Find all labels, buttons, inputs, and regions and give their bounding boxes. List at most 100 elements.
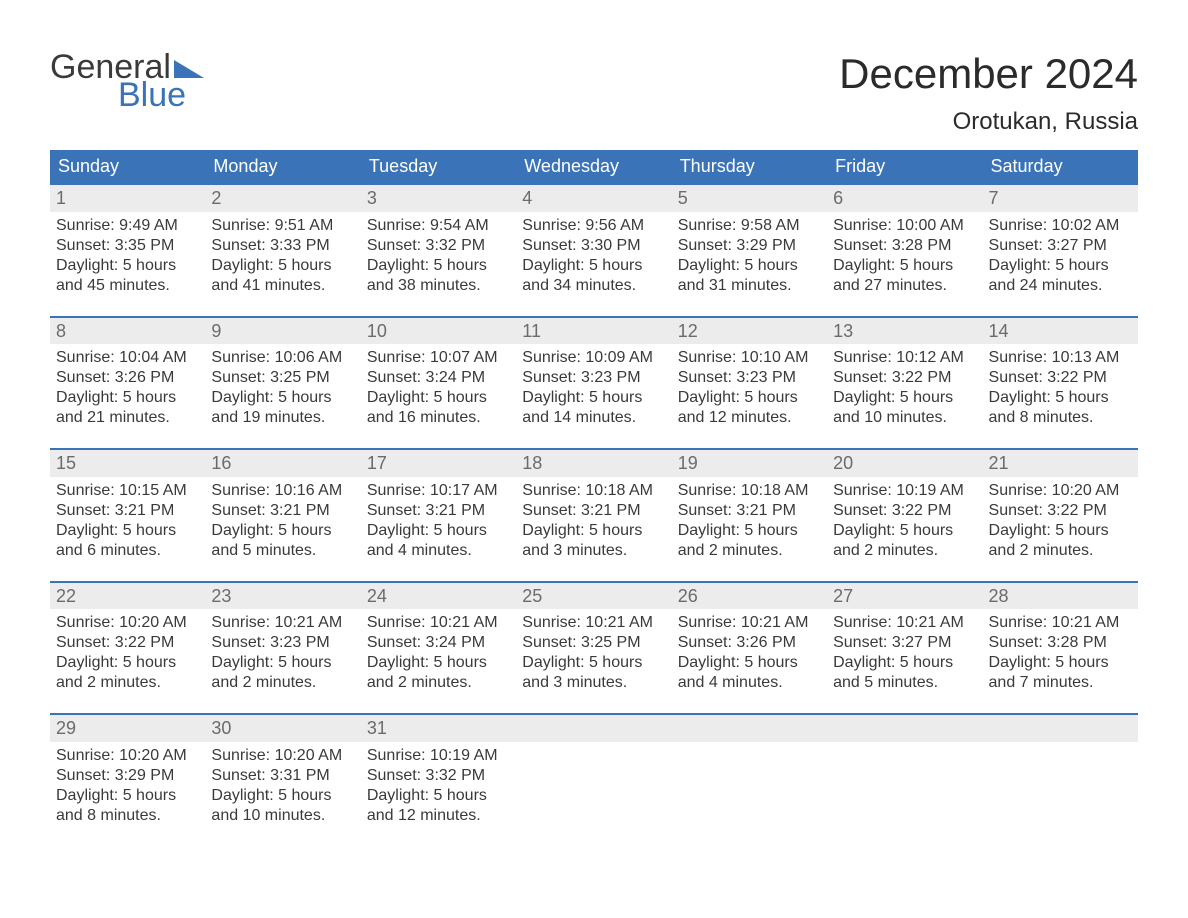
sunset-line: Sunset: 3:24 PM xyxy=(367,368,510,388)
calendar-week: 22Sunrise: 10:20 AMSunset: 3:22 PMDaylig… xyxy=(50,581,1138,700)
sunset-line: Sunset: 3:21 PM xyxy=(211,501,354,521)
day-cell: 26Sunrise: 10:21 AMSunset: 3:26 PMDaylig… xyxy=(672,583,827,700)
sunrise-line: Sunrise: 10:16 AM xyxy=(211,481,354,501)
day-number: 5 xyxy=(672,185,827,212)
daylight-line: Daylight: 5 hours and 4 minutes. xyxy=(678,653,821,693)
day-number: 27 xyxy=(827,583,982,610)
weekday-header: Tuesday xyxy=(361,150,516,183)
sunset-line: Sunset: 3:35 PM xyxy=(56,236,199,256)
sunrise-line: Sunrise: 10:13 AM xyxy=(989,348,1132,368)
daylight-line: Daylight: 5 hours and 14 minutes. xyxy=(522,388,665,428)
daylight-line: Daylight: 5 hours and 2 minutes. xyxy=(367,653,510,693)
day-cell xyxy=(516,715,671,832)
sunset-line: Sunset: 3:22 PM xyxy=(989,501,1132,521)
daylight-line: Daylight: 5 hours and 12 minutes. xyxy=(678,388,821,428)
sunset-line: Sunset: 3:21 PM xyxy=(56,501,199,521)
day-cell: 30Sunrise: 10:20 AMSunset: 3:31 PMDaylig… xyxy=(205,715,360,832)
sunrise-line: Sunrise: 10:00 AM xyxy=(833,216,976,236)
sunrise-line: Sunrise: 9:58 AM xyxy=(678,216,821,236)
calendar: SundayMondayTuesdayWednesdayThursdayFrid… xyxy=(50,150,1138,832)
sunset-line: Sunset: 3:25 PM xyxy=(522,633,665,653)
day-number: 14 xyxy=(983,318,1138,345)
sunset-line: Sunset: 3:26 PM xyxy=(56,368,199,388)
day-cell xyxy=(827,715,982,832)
day-cell: 15Sunrise: 10:15 AMSunset: 3:21 PMDaylig… xyxy=(50,450,205,567)
weekday-header-row: SundayMondayTuesdayWednesdayThursdayFrid… xyxy=(50,150,1138,183)
daylight-line: Daylight: 5 hours and 31 minutes. xyxy=(678,256,821,296)
day-cell: 10Sunrise: 10:07 AMSunset: 3:24 PMDaylig… xyxy=(361,318,516,435)
sunrise-line: Sunrise: 10:20 AM xyxy=(989,481,1132,501)
title-block: December 2024 Orotukan, Russia xyxy=(839,50,1138,136)
day-cell: 6Sunrise: 10:00 AMSunset: 3:28 PMDayligh… xyxy=(827,185,982,302)
daylight-line: Daylight: 5 hours and 4 minutes. xyxy=(367,521,510,561)
day-cell: 17Sunrise: 10:17 AMSunset: 3:21 PMDaylig… xyxy=(361,450,516,567)
sunset-line: Sunset: 3:21 PM xyxy=(678,501,821,521)
daylight-line: Daylight: 5 hours and 2 minutes. xyxy=(678,521,821,561)
sunset-line: Sunset: 3:27 PM xyxy=(989,236,1132,256)
sunset-line: Sunset: 3:23 PM xyxy=(211,633,354,653)
day-cell xyxy=(672,715,827,832)
day-cell: 3Sunrise: 9:54 AMSunset: 3:32 PMDaylight… xyxy=(361,185,516,302)
sunrise-line: Sunrise: 9:51 AM xyxy=(211,216,354,236)
weekday-header: Sunday xyxy=(50,150,205,183)
day-cell: 29Sunrise: 10:20 AMSunset: 3:29 PMDaylig… xyxy=(50,715,205,832)
sunset-line: Sunset: 3:21 PM xyxy=(522,501,665,521)
sunrise-line: Sunrise: 10:18 AM xyxy=(522,481,665,501)
day-number: 31 xyxy=(361,715,516,742)
day-cell xyxy=(983,715,1138,832)
weekday-header: Friday xyxy=(827,150,982,183)
daylight-line: Daylight: 5 hours and 6 minutes. xyxy=(56,521,199,561)
sunset-line: Sunset: 3:32 PM xyxy=(367,766,510,786)
daylight-line: Daylight: 5 hours and 8 minutes. xyxy=(989,388,1132,428)
sunrise-line: Sunrise: 10:15 AM xyxy=(56,481,199,501)
weekday-header: Thursday xyxy=(672,150,827,183)
daylight-line: Daylight: 5 hours and 3 minutes. xyxy=(522,521,665,561)
day-number: 8 xyxy=(50,318,205,345)
empty-day-bar xyxy=(983,715,1138,742)
sunrise-line: Sunrise: 10:21 AM xyxy=(989,613,1132,633)
daylight-line: Daylight: 5 hours and 2 minutes. xyxy=(833,521,976,561)
daylight-line: Daylight: 5 hours and 10 minutes. xyxy=(211,786,354,826)
day-cell: 18Sunrise: 10:18 AMSunset: 3:21 PMDaylig… xyxy=(516,450,671,567)
day-number: 11 xyxy=(516,318,671,345)
day-number: 24 xyxy=(361,583,516,610)
logo: General Blue xyxy=(50,50,204,112)
daylight-line: Daylight: 5 hours and 38 minutes. xyxy=(367,256,510,296)
day-number: 29 xyxy=(50,715,205,742)
day-cell: 11Sunrise: 10:09 AMSunset: 3:23 PMDaylig… xyxy=(516,318,671,435)
daylight-line: Daylight: 5 hours and 5 minutes. xyxy=(833,653,976,693)
sunset-line: Sunset: 3:24 PM xyxy=(367,633,510,653)
sunset-line: Sunset: 3:22 PM xyxy=(56,633,199,653)
sunrise-line: Sunrise: 9:49 AM xyxy=(56,216,199,236)
sunset-line: Sunset: 3:30 PM xyxy=(522,236,665,256)
day-number: 13 xyxy=(827,318,982,345)
day-cell: 1Sunrise: 9:49 AMSunset: 3:35 PMDaylight… xyxy=(50,185,205,302)
header: General Blue December 2024 Orotukan, Rus… xyxy=(50,50,1138,136)
weekday-header: Wednesday xyxy=(516,150,671,183)
sunrise-line: Sunrise: 10:21 AM xyxy=(833,613,976,633)
sunset-line: Sunset: 3:21 PM xyxy=(367,501,510,521)
day-number: 21 xyxy=(983,450,1138,477)
calendar-week: 1Sunrise: 9:49 AMSunset: 3:35 PMDaylight… xyxy=(50,183,1138,302)
empty-day-bar xyxy=(516,715,671,742)
day-number: 16 xyxy=(205,450,360,477)
daylight-line: Daylight: 5 hours and 34 minutes. xyxy=(522,256,665,296)
sunset-line: Sunset: 3:23 PM xyxy=(522,368,665,388)
daylight-line: Daylight: 5 hours and 8 minutes. xyxy=(56,786,199,826)
sunset-line: Sunset: 3:22 PM xyxy=(989,368,1132,388)
day-number: 2 xyxy=(205,185,360,212)
day-cell: 22Sunrise: 10:20 AMSunset: 3:22 PMDaylig… xyxy=(50,583,205,700)
day-cell: 12Sunrise: 10:10 AMSunset: 3:23 PMDaylig… xyxy=(672,318,827,435)
daylight-line: Daylight: 5 hours and 5 minutes. xyxy=(211,521,354,561)
day-cell: 8Sunrise: 10:04 AMSunset: 3:26 PMDayligh… xyxy=(50,318,205,435)
day-number: 23 xyxy=(205,583,360,610)
day-cell: 19Sunrise: 10:18 AMSunset: 3:21 PMDaylig… xyxy=(672,450,827,567)
daylight-line: Daylight: 5 hours and 41 minutes. xyxy=(211,256,354,296)
day-number: 4 xyxy=(516,185,671,212)
sunset-line: Sunset: 3:28 PM xyxy=(833,236,976,256)
day-number: 3 xyxy=(361,185,516,212)
day-cell: 20Sunrise: 10:19 AMSunset: 3:22 PMDaylig… xyxy=(827,450,982,567)
day-cell: 9Sunrise: 10:06 AMSunset: 3:25 PMDayligh… xyxy=(205,318,360,435)
daylight-line: Daylight: 5 hours and 45 minutes. xyxy=(56,256,199,296)
sunset-line: Sunset: 3:22 PM xyxy=(833,368,976,388)
